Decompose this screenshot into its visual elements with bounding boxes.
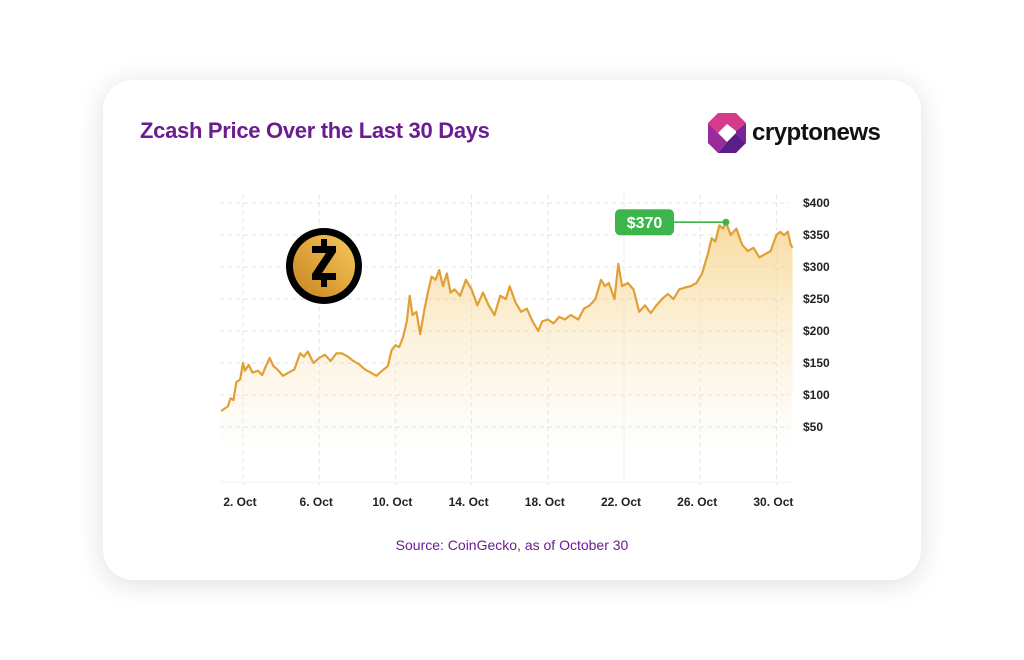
y-tick-label: $200 [803,324,830,338]
source-note: Source: CoinGecko, as of October 30 [395,537,629,553]
y-tick-label: $150 [803,356,830,370]
peak-label: $370 [627,215,663,232]
peak-annotation: $370 [615,209,730,236]
cryptonews-logo[interactable]: cryptonews [708,113,881,153]
peak-callout [615,209,674,236]
cryptonews-logo-icon [708,113,746,153]
x-tick-label: 30. Oct [753,495,793,509]
y-tick-label: $350 [803,228,830,242]
y-tick-label: $400 [803,196,830,210]
x-tick-label: 2. Oct [223,495,256,509]
x-tick-label: 18. Oct [525,495,565,509]
chart-title: Zcash Price Over the Last 30 Days [140,118,490,143]
peak-marker [722,218,730,226]
y-tick-label: $100 [803,388,830,402]
x-tick-label: 10. Oct [372,495,412,509]
price-area [221,222,793,445]
x-tick-label: 22. Oct [601,495,641,509]
x-tick-label: 14. Oct [449,495,489,509]
price-line [220,221,794,412]
x-tick-label: 26. Oct [677,495,717,509]
y-tick-label: $250 [803,292,830,306]
y-tick-label: $300 [803,260,830,274]
y-tick-label: $50 [803,420,823,434]
logo-text: cryptonews [752,119,881,146]
x-tick-label: 6. Oct [300,495,333,509]
zcash-coin-icon [286,228,362,304]
